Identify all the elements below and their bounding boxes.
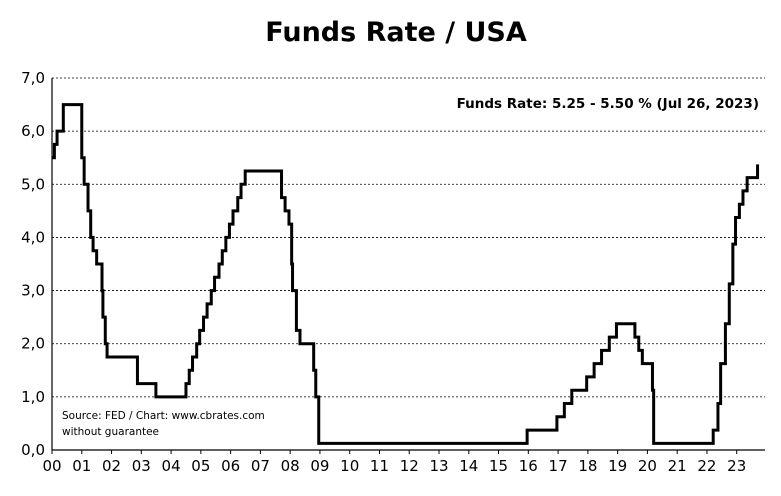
x-tick-label: 17 <box>549 457 568 475</box>
x-tick-label: 11 <box>370 457 389 475</box>
x-tick-label: 01 <box>72 457 91 475</box>
y-tick-label: 4,0 <box>21 228 45 246</box>
rate-annotation: Funds Rate: 5.25 - 5.50 % (Jul 26, 2023) <box>457 96 759 112</box>
x-tick-label: 10 <box>340 457 359 475</box>
x-tick-label: 18 <box>578 457 597 475</box>
x-tick-label: 22 <box>697 457 716 475</box>
x-tick-label: 06 <box>221 457 240 475</box>
x-tick-label: 14 <box>459 457 478 475</box>
source-line-1: Source: FED / Chart: www.cbrates.com <box>62 410 265 422</box>
funds-rate-series-line <box>52 103 760 445</box>
y-tick-label: 7,0 <box>21 69 45 87</box>
x-tick-label: 16 <box>519 457 538 475</box>
y-tick-label: 5,0 <box>21 175 45 193</box>
series-layer <box>52 103 760 445</box>
x-tick-label: 12 <box>400 457 419 475</box>
x-tick-label: 23 <box>727 457 746 475</box>
y-tick-label: 0,0 <box>21 441 45 459</box>
x-tick-label: 20 <box>638 457 657 475</box>
x-tick-label: 15 <box>489 457 508 475</box>
x-tick-label: 04 <box>162 457 181 475</box>
y-tick-label: 1,0 <box>21 388 45 406</box>
x-tick-label: 03 <box>132 457 151 475</box>
x-tick-label: 00 <box>42 457 61 475</box>
x-axis-tick-labels: 00 01 02 03 04 05 06 07 08 09 10 11 12 13 14 15 16 17 18 19… <box>42 450 746 475</box>
x-tick-label: 09 <box>310 457 329 475</box>
source-line-2: without guarantee <box>62 426 159 438</box>
y-axis-tick-labels: 0,0 1,0 2,0 3,0 4,0 5,0 6,0 7,0 <box>21 69 45 459</box>
gridlines <box>52 77 765 398</box>
x-tick-label: 19 <box>608 457 627 475</box>
chart-title: Funds Rate / USA <box>265 17 527 48</box>
y-tick-label: 3,0 <box>21 282 45 300</box>
x-tick-label: 02 <box>102 457 121 475</box>
y-tick-label: 6,0 <box>21 122 45 140</box>
x-tick-label: 07 <box>251 457 270 475</box>
x-tick-label: 08 <box>281 457 300 475</box>
x-tick-label: 13 <box>429 457 448 475</box>
x-tick-label: 05 <box>191 457 210 475</box>
y-tick-label: 2,0 <box>21 335 45 353</box>
x-tick-label: 21 <box>668 457 687 475</box>
axes <box>51 78 765 451</box>
